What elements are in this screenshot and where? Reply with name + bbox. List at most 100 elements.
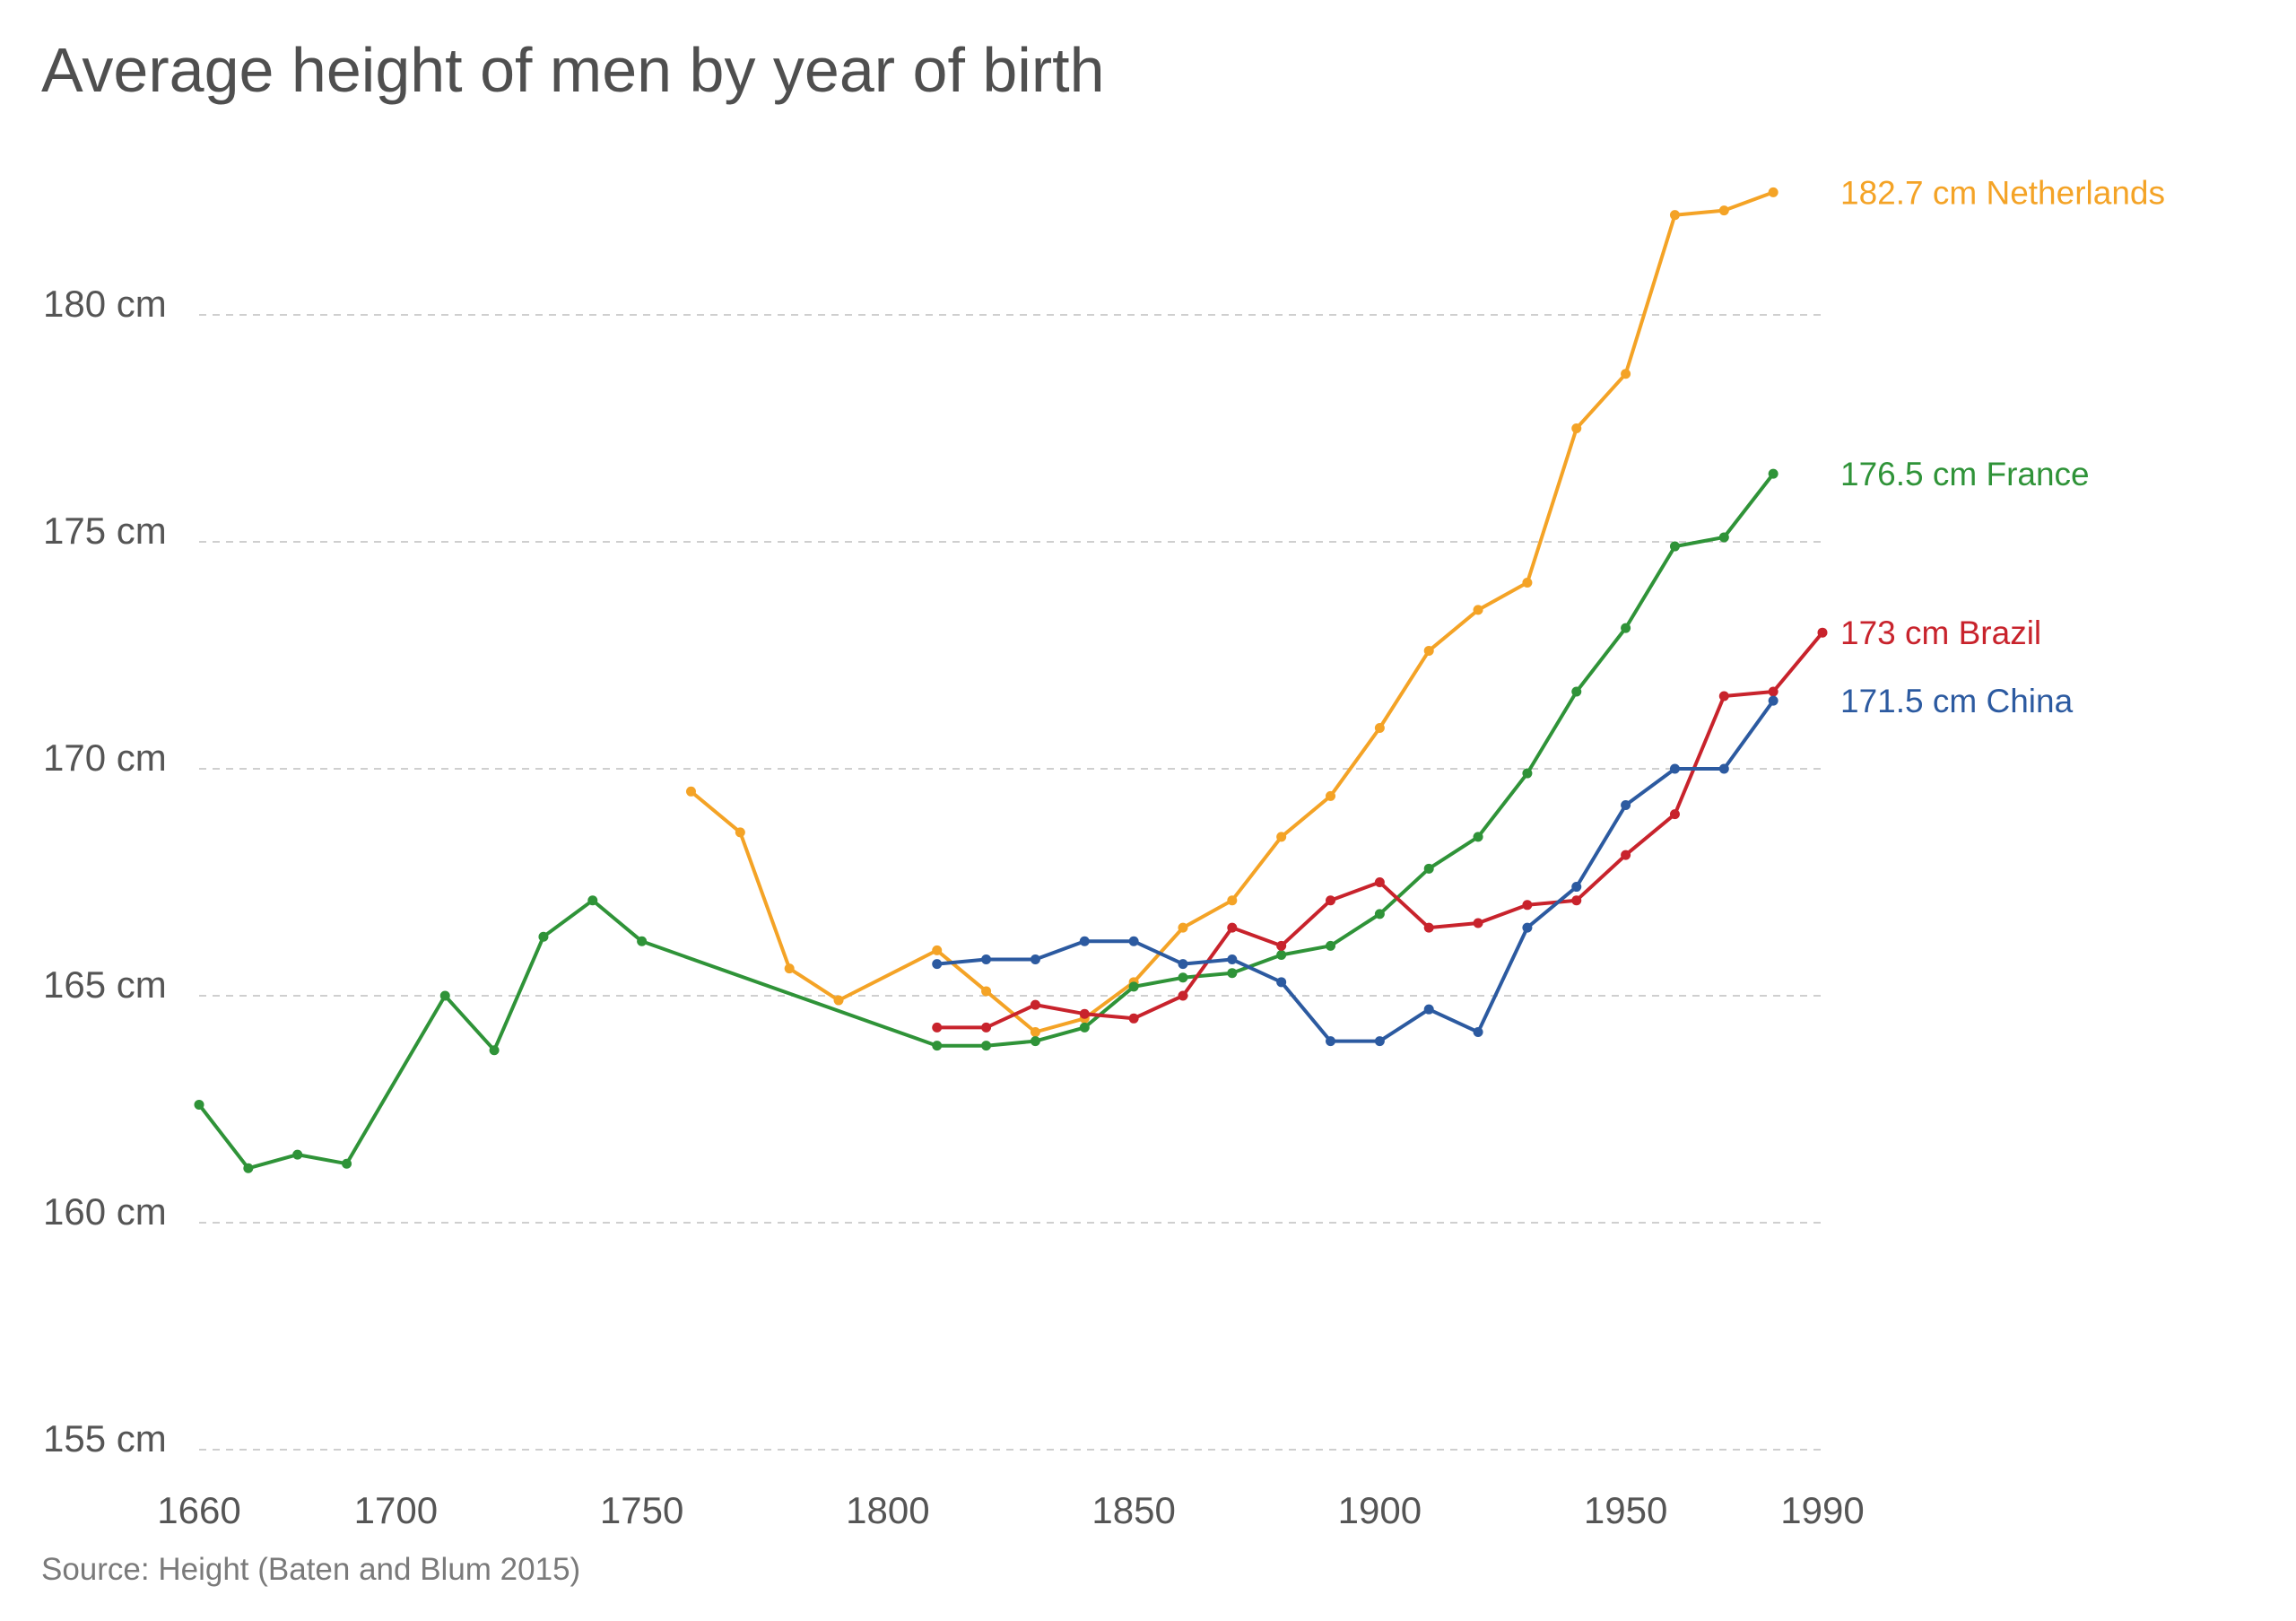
data-point-china <box>1669 763 1680 774</box>
data-point-france <box>489 1045 500 1056</box>
x-tick-label: 1850 <box>1091 1489 1175 1531</box>
x-tick-label: 1990 <box>1780 1489 1864 1531</box>
series-line-china <box>936 699 1775 1043</box>
data-point-netherlands <box>1030 1026 1040 1037</box>
y-tick-label: 160 cm <box>43 1190 167 1233</box>
data-point-china <box>1178 959 1188 970</box>
data-point-france <box>1374 909 1385 919</box>
data-point-brazil <box>1326 895 1336 906</box>
x-tick-label: 1950 <box>1584 1489 1667 1531</box>
data-point-brazil <box>1718 691 1729 702</box>
y-tick-label: 175 cm <box>43 510 167 552</box>
x-axis-labels: 1660 1700 1750 1800 1850 1900 1950 1990 <box>157 1489 1864 1531</box>
data-point-netherlands <box>1473 605 1483 615</box>
data-point-france <box>1621 623 1631 633</box>
data-point-china <box>1374 1036 1385 1047</box>
data-point-netherlands <box>833 995 844 1006</box>
data-point-china <box>1326 1036 1336 1047</box>
data-point-netherlands <box>1571 423 1582 433</box>
data-point-brazil <box>1276 940 1287 951</box>
chart-source-note: Source: Height (Baten and Blum 2015) <box>41 1552 581 1587</box>
series-france <box>194 468 1779 1173</box>
end-label-france: 176.5 cm France <box>1840 456 2090 492</box>
data-point-brazil <box>1571 895 1582 906</box>
grid-lines <box>199 314 1822 1451</box>
data-point-france <box>194 1099 204 1110</box>
data-point-france <box>1030 1036 1040 1047</box>
x-tick-label: 1750 <box>600 1489 683 1531</box>
data-point-netherlands <box>1227 895 1238 906</box>
series-brazil <box>932 627 1828 1033</box>
data-point-france <box>1522 768 1533 779</box>
data-point-france <box>981 1041 992 1051</box>
data-point-netherlands <box>932 945 943 955</box>
x-tick-label: 1900 <box>1338 1489 1422 1531</box>
data-point-netherlands <box>1522 578 1533 588</box>
data-point-netherlands <box>1718 205 1729 216</box>
x-tick-label: 1700 <box>354 1489 438 1531</box>
y-tick-label: 170 cm <box>43 736 167 779</box>
series-line-brazil <box>936 631 1824 1030</box>
x-tick-label: 1800 <box>846 1489 929 1531</box>
data-point-china <box>1128 936 1139 946</box>
data-point-china <box>1423 1004 1434 1015</box>
data-point-brazil <box>1768 686 1779 697</box>
y-tick-label: 180 cm <box>43 283 167 325</box>
data-point-netherlands <box>981 986 992 997</box>
data-point-france <box>932 1041 943 1051</box>
data-point-china <box>1571 882 1582 893</box>
data-point-netherlands <box>685 786 696 797</box>
data-point-france <box>538 931 549 942</box>
y-tick-label: 155 cm <box>43 1417 167 1460</box>
data-point-brazil <box>1817 627 1828 638</box>
data-point-france <box>637 936 648 946</box>
data-point-brazil <box>1374 877 1385 887</box>
data-point-china <box>932 959 943 970</box>
data-point-france <box>292 1149 303 1160</box>
data-point-netherlands <box>1768 187 1779 197</box>
data-point-china <box>1030 954 1040 965</box>
data-point-france <box>439 990 450 1001</box>
y-axis-labels: 155 cm 160 cm 165 cm 170 cm 175 cm 180 cm <box>43 283 167 1460</box>
end-label-brazil: 173 cm Brazil <box>1840 614 2041 651</box>
data-point-france <box>1473 832 1483 842</box>
data-point-france <box>1079 1022 1090 1033</box>
data-point-netherlands <box>784 963 795 974</box>
data-point-france <box>1178 972 1188 983</box>
data-point-china <box>1473 1026 1483 1037</box>
data-point-netherlands <box>1178 922 1188 933</box>
data-point-brazil <box>1473 918 1483 928</box>
data-point-france <box>342 1158 352 1169</box>
data-point-france <box>1128 981 1139 992</box>
data-point-netherlands <box>1669 210 1680 221</box>
data-point-china <box>1079 936 1090 946</box>
chart-title: Average height of men by year of birth <box>41 35 1105 105</box>
end-label-china: 171.5 cm China <box>1840 683 2074 719</box>
data-point-brazil <box>1128 1013 1139 1024</box>
data-point-france <box>587 895 598 906</box>
data-point-france <box>1571 686 1582 697</box>
data-point-netherlands <box>1374 722 1385 733</box>
series-line-france <box>197 472 1775 1171</box>
series-china <box>932 695 1779 1047</box>
data-point-china <box>981 954 992 965</box>
data-point-netherlands <box>735 827 745 838</box>
data-point-china <box>1522 922 1533 933</box>
data-point-france <box>1718 532 1729 543</box>
data-point-brazil <box>1030 999 1040 1010</box>
data-point-brazil <box>981 1022 992 1033</box>
data-point-china <box>1768 695 1779 706</box>
data-point-netherlands <box>1326 790 1336 801</box>
data-point-brazil <box>1522 900 1533 911</box>
data-point-netherlands <box>1276 832 1287 842</box>
data-point-brazil <box>1227 922 1238 933</box>
series-lines <box>194 187 1828 1173</box>
data-point-france <box>1423 863 1434 874</box>
data-point-china <box>1718 763 1729 774</box>
data-point-brazil <box>1669 809 1680 820</box>
data-point-brazil <box>1079 1008 1090 1019</box>
data-point-france <box>1326 940 1336 951</box>
data-point-france <box>1276 949 1287 960</box>
end-label-netherlands: 182.7 cm Netherlands <box>1840 174 2165 211</box>
